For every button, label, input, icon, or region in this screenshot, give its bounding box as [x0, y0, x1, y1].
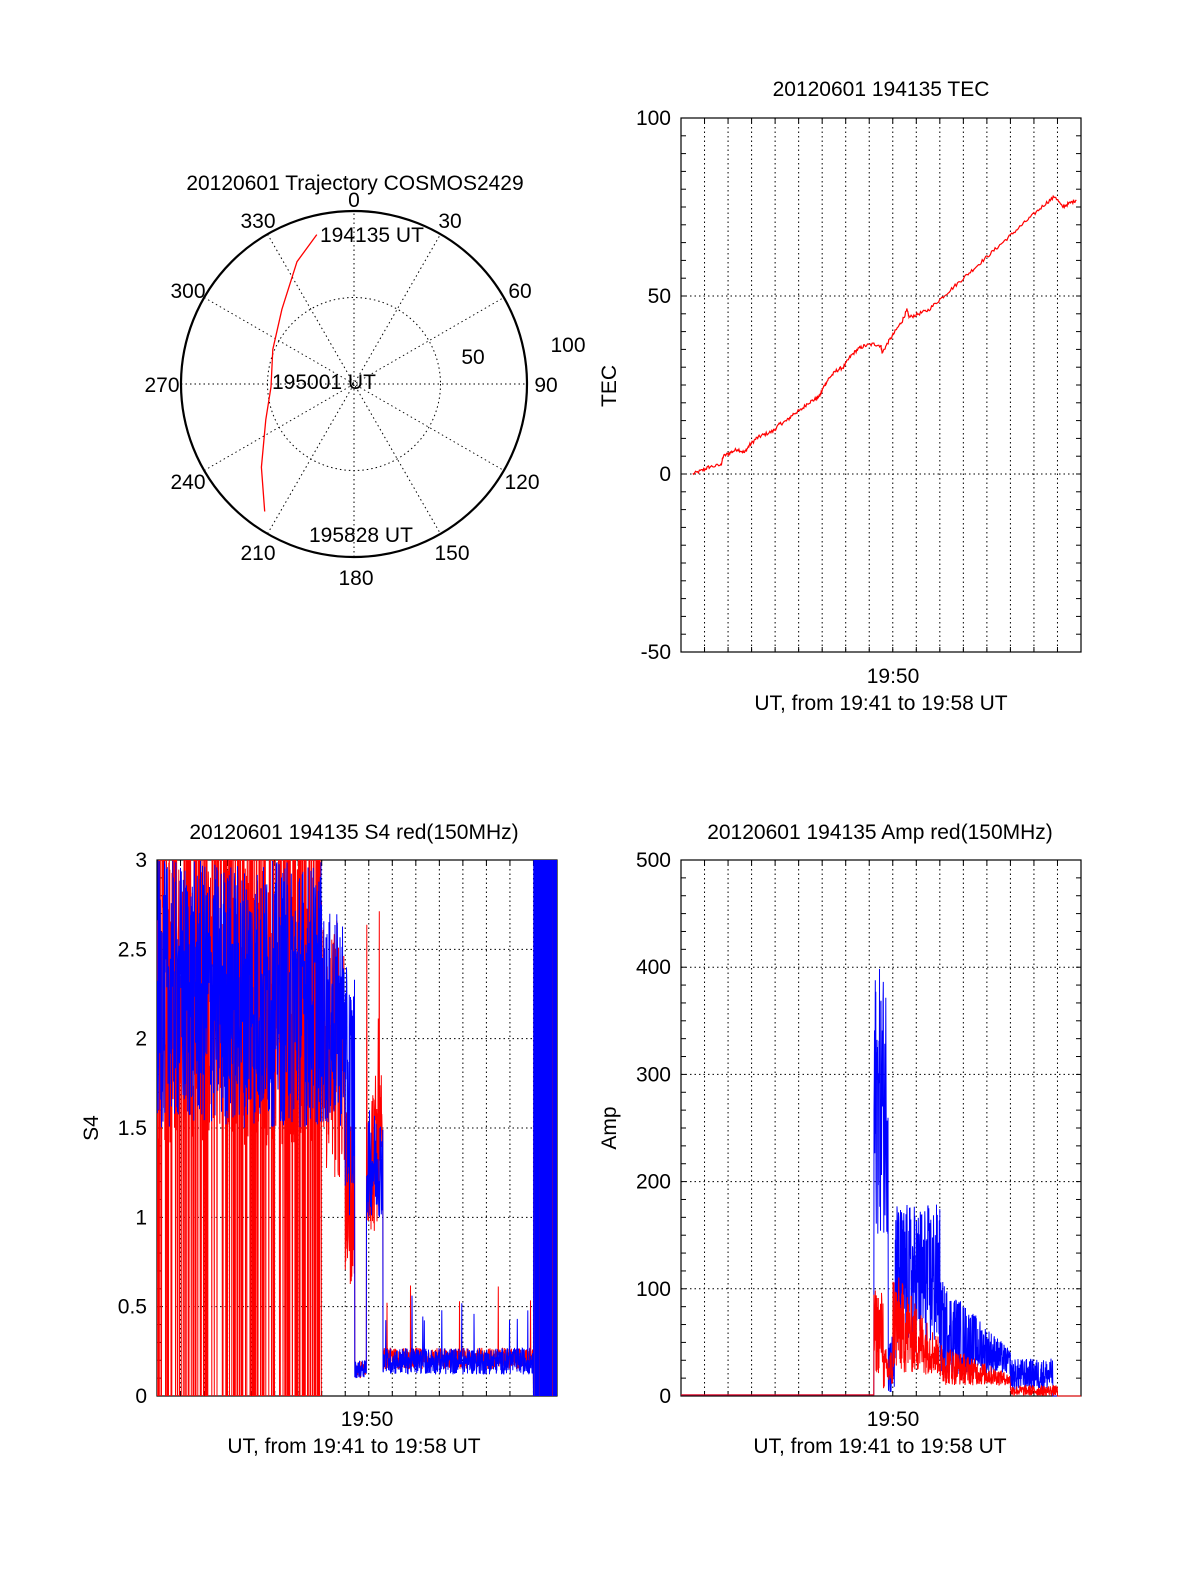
tec-xlabel: UT, from 19:41 to 19:58 UT [754, 692, 1007, 715]
amp-title: 20120601 194135 Amp red(150MHz) [707, 821, 1053, 844]
amp-ytick-300: 300 [636, 1063, 671, 1086]
polar-trajectory-chart: 20120601 Trajectory COSMOS2429 0 30 60 90 12… [144, 172, 585, 590]
polar-angle-label-120: 120 [504, 471, 539, 494]
amp-ytick-400: 400 [636, 956, 671, 979]
s4-ytick-0: 0 [135, 1385, 147, 1408]
polar-angle-label-180: 180 [338, 567, 373, 590]
polar-title: 20120601 Trajectory COSMOS2429 [186, 172, 523, 195]
polar-annotation-0: 194135 UT [320, 224, 424, 247]
polar-annotation-2: 195828 UT [309, 524, 413, 547]
polar-angle-label-210: 210 [240, 542, 275, 565]
s4-xtick-1950: 19:50 [341, 1408, 394, 1431]
tec-chart: 20120601 194135 TEC UT, from 19:41 to 19… [598, 78, 1082, 715]
tec-xtick-1950: 19:50 [867, 665, 920, 688]
s4-ytick-0.5: 0.5 [118, 1296, 147, 1319]
tec-title: 20120601 194135 TEC [773, 78, 990, 101]
s4-ytick-2.5: 2.5 [118, 938, 147, 961]
polar-angle-label-60: 60 [508, 280, 531, 303]
s4-chart: 20120601 194135 S4 red(150MHz) UT, from … [80, 821, 558, 1458]
s4-ytick-2: 2 [135, 1028, 147, 1051]
polar-angle-label-270: 270 [144, 374, 179, 397]
s4-ylabel: S4 [80, 1115, 103, 1141]
polar-angle-label-0: 0 [348, 189, 360, 212]
amp-xlabel: UT, from 19:41 to 19:58 UT [753, 1435, 1006, 1458]
tec-ytick--50: -50 [641, 641, 671, 664]
amp-ytick-100: 100 [636, 1278, 671, 1301]
polar-angle-label-90: 90 [534, 374, 557, 397]
amp-ytick-500: 500 [636, 849, 671, 872]
polar-angle-label-30: 30 [438, 210, 461, 233]
polar-annotation-1: 195001 UT [272, 371, 376, 394]
polar-angle-label-150: 150 [434, 542, 469, 565]
polar-spoke-120 [203, 297, 505, 471]
s4-xlabel: UT, from 19:41 to 19:58 UT [227, 1435, 480, 1458]
amp-ytick-200: 200 [636, 1171, 671, 1194]
tec-ytick-100: 100 [636, 107, 671, 130]
tec-plot-frame [680, 117, 1082, 653]
s4-ytick-1: 1 [135, 1206, 147, 1229]
s4-ytick-3: 3 [135, 849, 147, 872]
tec-ytick-50: 50 [648, 285, 671, 308]
polar-angle-label-300: 300 [170, 280, 205, 303]
polar-angle-label-240: 240 [170, 471, 205, 494]
polar-trajectory-line [260, 234, 318, 512]
polar-angle-label-330: 330 [240, 210, 275, 233]
amp-chart: 20120601 194135 Amp red(150MHz) UT, from… [598, 821, 1082, 1458]
tec-series-line [692, 194, 1077, 476]
tec-ytick-0: 0 [659, 463, 671, 486]
s4-series-blue [157, 860, 557, 1396]
s4-ytick-1.5: 1.5 [118, 1117, 147, 1140]
polar-spoke-60 [203, 297, 505, 471]
amp-ylabel: Amp [598, 1106, 621, 1149]
polar-spoke-30 [267, 233, 441, 535]
polar-spoke-150 [267, 233, 441, 535]
amp-series-red [681, 1277, 1081, 1397]
amp-ytick-0: 0 [659, 1385, 671, 1408]
polar-radial-label-50: 50 [461, 346, 484, 369]
polar-radial-label-100: 100 [550, 334, 585, 357]
tec-ylabel: TEC [598, 365, 621, 407]
amp-xtick-1950: 19:50 [867, 1408, 920, 1431]
s4-title: 20120601 194135 S4 red(150MHz) [189, 821, 518, 844]
